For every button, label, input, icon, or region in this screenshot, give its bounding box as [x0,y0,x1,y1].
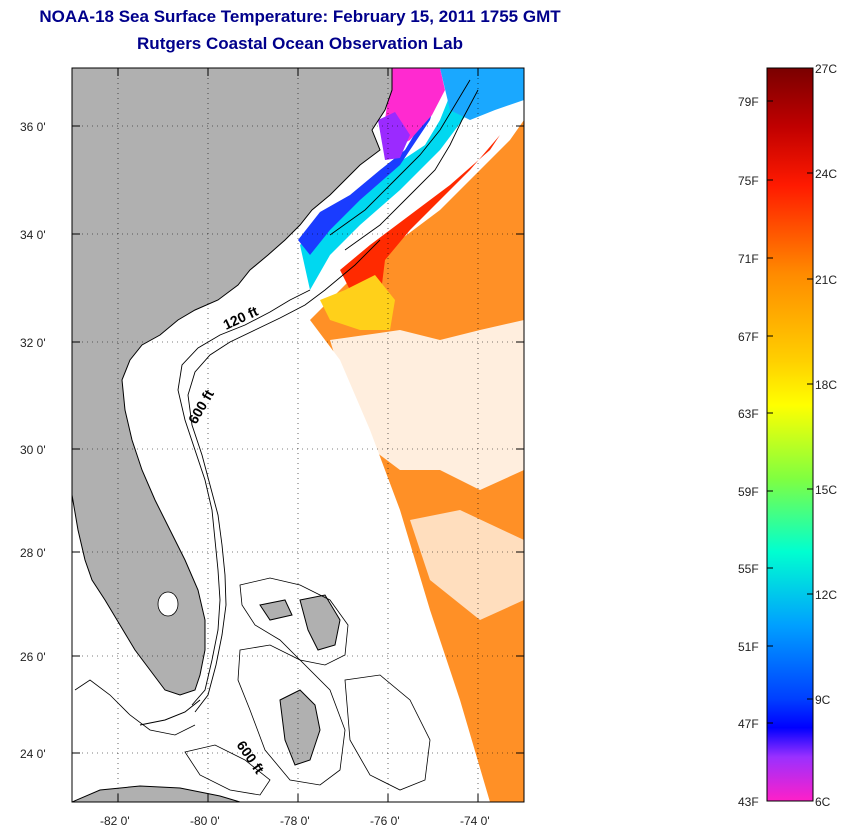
lat-label-30: 30 0' [20,443,46,457]
lat-label-32: 32 0' [20,336,46,350]
contour-120ft [177,289,311,706]
cloud-patch [410,510,524,620]
colorbar-f-67: 67F [738,330,759,344]
colorbar-f-79: 79F [738,95,759,109]
lake-okeechobee [157,591,179,617]
colorbar-c-9: 9C [815,693,831,707]
colorbar-c-24: 24C [815,167,837,181]
colorbar-c-18: 18C [815,378,837,392]
lon-label-80: -80 0' [190,814,220,828]
sst-cold-shelf [298,85,440,255]
colorbar-f-55: 55F [738,562,759,576]
land-keys [139,699,201,726]
colorbar-f-ticks [767,100,773,724]
lat-label-28: 28 0' [20,546,46,560]
land-bahamas-abaco [299,594,341,651]
colorbar-c-27: 27C [815,62,837,76]
map-grid [72,68,524,802]
lon-label-76: -76 0' [370,814,400,828]
colorbar-f-47: 47F [738,717,759,731]
sst-swath-offshore-blue [440,68,524,120]
map-ticks [72,68,524,802]
lon-label-74: -74 0' [460,814,490,828]
lat-label-26: 26 0' [20,650,46,664]
lon-label-78: -78 0' [280,814,310,828]
colorbar-f-63: 63F [738,407,759,421]
colorbar-f-51: 51F [738,640,759,654]
lon-label-82: -82 0' [100,814,130,828]
sst-yellow-band [320,275,395,330]
contour-600ft [187,239,381,713]
colorbar-c-ticks [807,67,813,700]
cloud-patch [330,320,524,490]
contour-shelf-north-2 [344,89,479,251]
sst-violet [378,112,410,160]
map-title: NOAA-18 Sea Surface Temperature: Februar… [39,7,561,26]
colorbar-f-71: 71F [738,252,759,266]
sst-gulfstream [340,135,500,310]
colorbar-f-43: 43F [738,795,759,809]
sst-map: 36 0' 34 0' 32 0' 30 0' 28 0' 26 0' 24 0… [20,67,525,828]
lat-label-34: 34 0' [20,228,46,242]
map-subtitle: Rutgers Coastal Ocean Observation Lab [137,34,463,53]
lat-label-24: 24 0' [20,747,46,761]
contour-bahamas-2 [237,644,346,786]
colorbar-c-12: 12C [815,588,837,602]
land-bahamas-gbi [259,599,293,621]
contour-bahamas-1 [239,577,349,666]
contour-cuba-shelf [184,744,271,796]
temperature-colorbar: 79F 75F 71F 67F 63F 59F 55F 51F 47F 43F … [738,62,837,809]
contour-shelf-north [329,79,471,236]
land-cuba [72,785,241,802]
land-mainland [72,68,393,696]
colorbar-c-15: 15C [815,483,837,497]
colorbar-c-21: 21C [815,273,837,287]
contour-bahamas-3 [344,674,431,791]
sst-cool-shelf [300,75,470,290]
colorbar-f-75: 75F [738,174,759,188]
colorbar-c-6: 6C [815,795,831,809]
contour-keys [74,679,196,736]
land-bahamas-andros [279,689,321,766]
colorbar-f-59: 59F [738,485,759,499]
lat-label-36: 36 0' [20,120,46,134]
colorbar-gradient [766,67,814,802]
